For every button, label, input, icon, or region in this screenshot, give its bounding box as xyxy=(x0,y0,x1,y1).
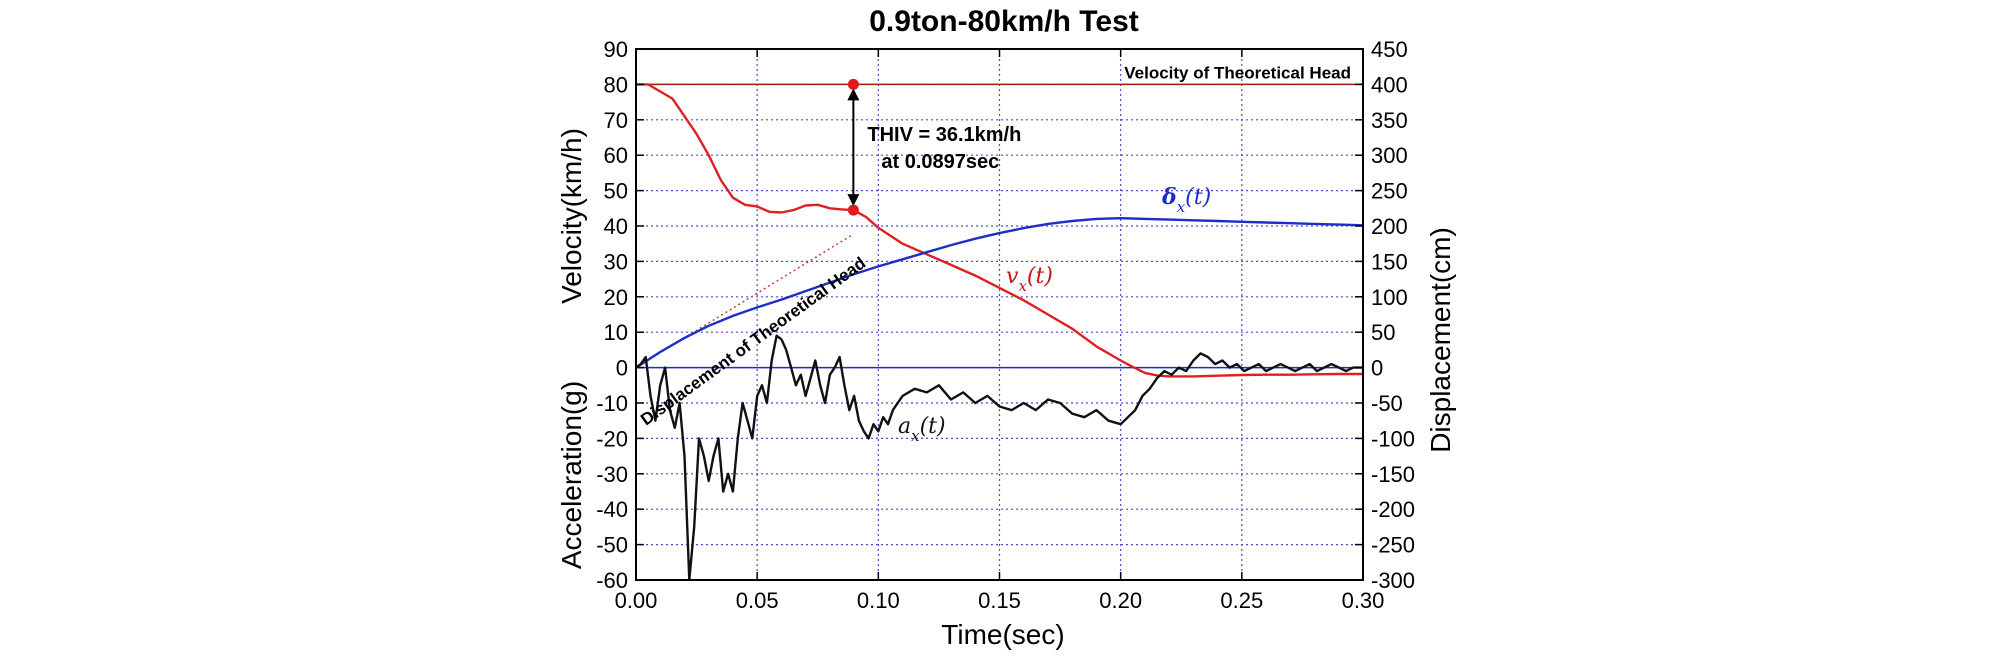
right-tick-label: -100 xyxy=(1371,426,1415,451)
x-axis-title: Time(sec) xyxy=(941,619,1064,650)
series-line-displacement xyxy=(635,216,1364,369)
series-label-arg: (t) xyxy=(1185,185,1211,210)
y-axis-title-acceleration: Acceleration(g) xyxy=(556,381,587,569)
left-tick-label: -10 xyxy=(596,391,628,416)
right-tick-label: -50 xyxy=(1371,391,1403,416)
right-tick-label: 350 xyxy=(1371,108,1408,133)
right-tick-label: 300 xyxy=(1371,143,1408,168)
series-label-subscript: x xyxy=(1018,277,1027,295)
x-tick-label: 0.20 xyxy=(1099,588,1142,613)
series-label-arg: (t) xyxy=(920,414,946,439)
right-tick-label: 250 xyxy=(1371,179,1408,204)
right-tick-label: 100 xyxy=(1371,285,1408,310)
y-axis-title-velocity: Velocity(km/h) xyxy=(556,128,587,304)
x-tick-label: 0.10 xyxy=(857,588,900,613)
x-tick-label: 0.15 xyxy=(978,588,1021,613)
thiv-arrow-head-up xyxy=(847,88,860,101)
y-axis-title-displacement: Displacement(cm) xyxy=(1425,227,1456,453)
right-tick-label: -200 xyxy=(1371,497,1415,522)
left-tick-label: 80 xyxy=(604,72,628,97)
left-tick-label: -20 xyxy=(596,426,628,451)
series-label-subscript: x xyxy=(911,427,920,445)
series-layer: vx(t)δx(t)ax(t) xyxy=(635,83,1364,582)
right-tick-label: 200 xyxy=(1371,214,1408,239)
left-tick-label: 40 xyxy=(604,214,628,239)
right-tick-label: 0 xyxy=(1371,356,1383,381)
right-tick-label: -300 xyxy=(1371,568,1415,593)
series-label-arg: (t) xyxy=(1027,264,1053,289)
left-tick-label: 90 xyxy=(604,37,628,62)
series-label-main: v xyxy=(1006,264,1019,289)
left-tick-label: 0 xyxy=(616,356,628,381)
x-tick-label: 0.25 xyxy=(1220,588,1263,613)
left-tick-label: 20 xyxy=(604,285,628,310)
left-tick-label: -40 xyxy=(596,497,628,522)
left-tick-label: 60 xyxy=(604,143,628,168)
axis-ticks: 0.00 0.05 0.10 0.15 0.20 0.25 0.30 -60 -50 -40 -30… xyxy=(596,37,1415,613)
right-tick-label: -250 xyxy=(1371,533,1415,558)
series-line-velocity xyxy=(636,83,1363,378)
thiv-marker-upper xyxy=(847,78,859,90)
series-label-displacement: δx(t) xyxy=(1161,184,1211,216)
velocity-of-theoretical-head-label: Velocity of Theoretical Head xyxy=(1124,63,1351,82)
x-tick-label: 0.00 xyxy=(615,588,658,613)
left-tick-label: 10 xyxy=(604,320,628,345)
right-tick-label: -150 xyxy=(1371,462,1415,487)
chart-title: 0.9ton-80km/h Test xyxy=(869,5,1139,38)
series-label-main: a xyxy=(898,414,911,439)
thiv-arrow-head-down xyxy=(847,194,860,207)
series-label-main: δ xyxy=(1161,184,1177,210)
left-tick-label: -60 xyxy=(596,568,628,593)
right-tick-label: 50 xyxy=(1371,320,1395,345)
thiv-time-label: at 0.0897sec xyxy=(881,151,999,173)
right-tick-label: 450 xyxy=(1371,37,1408,62)
series-label-velocity: vx(t) xyxy=(1006,264,1053,295)
thiv-value-label: THIV = 36.1km/h xyxy=(867,124,1021,146)
x-tick-label: 0.05 xyxy=(736,588,779,613)
left-tick-label: 50 xyxy=(604,179,628,204)
series-label-acceleration: ax(t) xyxy=(898,414,946,445)
left-tick-label: -30 xyxy=(596,462,628,487)
x-tick-label: 0.30 xyxy=(1342,588,1385,613)
left-tick-label: -50 xyxy=(596,533,628,558)
left-tick-label: 70 xyxy=(604,108,628,133)
right-tick-label: 400 xyxy=(1371,72,1408,97)
series-label-subscript: x xyxy=(1177,198,1186,216)
displacement-of-theoretical-head-label: Displacement of Theoretical Head xyxy=(637,253,869,429)
series-line-acceleration xyxy=(635,334,1363,582)
left-tick-label: 30 xyxy=(604,249,628,274)
right-tick-label: 150 xyxy=(1371,249,1408,274)
